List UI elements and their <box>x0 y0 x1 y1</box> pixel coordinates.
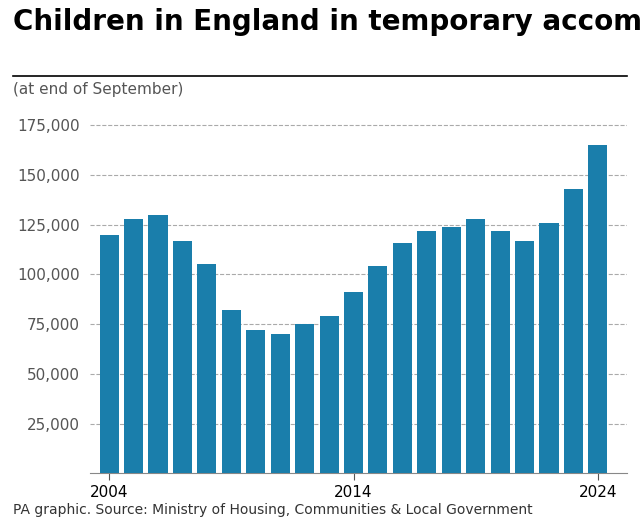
Bar <box>491 230 509 473</box>
Bar <box>417 230 436 473</box>
Bar <box>369 266 387 473</box>
Bar <box>246 330 266 473</box>
Text: (at end of September): (at end of September) <box>13 82 183 97</box>
Bar <box>515 240 534 473</box>
Bar <box>173 240 192 473</box>
Text: PA graphic. Source: Ministry of Housing, Communities & Local Government: PA graphic. Source: Ministry of Housing,… <box>13 502 532 517</box>
Bar <box>319 316 339 473</box>
Bar <box>442 227 461 473</box>
Bar <box>271 334 290 473</box>
Bar <box>466 219 485 473</box>
Bar <box>540 222 559 473</box>
Bar <box>344 292 363 473</box>
Bar <box>295 324 314 473</box>
Bar <box>588 145 607 473</box>
Bar <box>100 235 118 473</box>
Bar <box>564 189 583 473</box>
Bar <box>393 242 412 473</box>
Text: Children in England in temporary accommodation: Children in England in temporary accommo… <box>13 8 640 36</box>
Bar <box>222 310 241 473</box>
Bar <box>124 219 143 473</box>
Bar <box>197 265 216 473</box>
Bar <box>148 215 168 473</box>
